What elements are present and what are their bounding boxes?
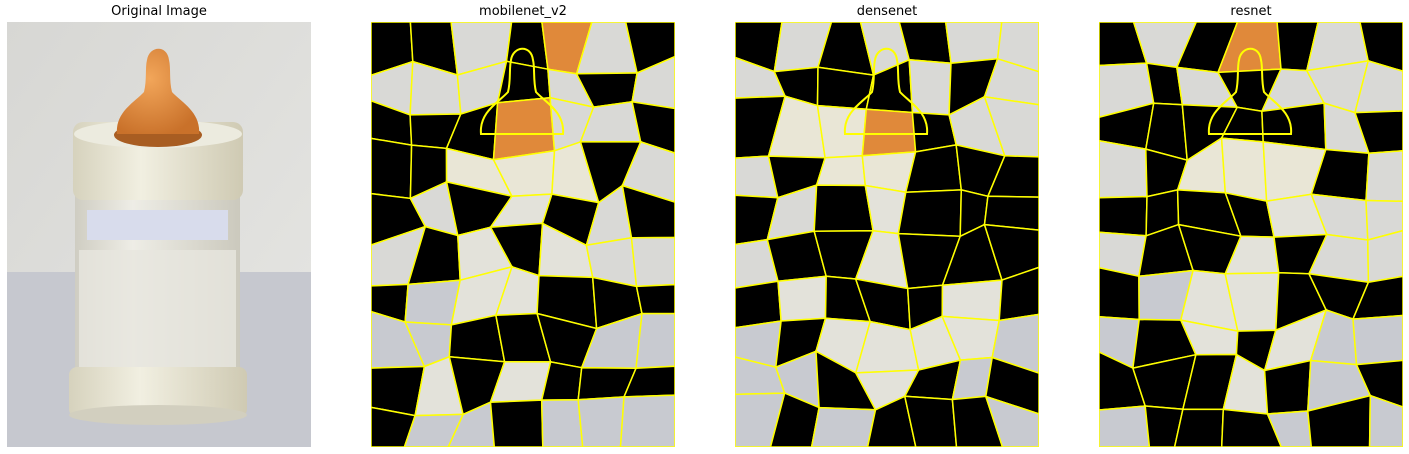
visible-superpixel — [631, 55, 675, 110]
visible-superpixel — [861, 108, 917, 157]
masked-superpixel — [816, 66, 875, 110]
masked-superpixel — [1173, 408, 1225, 447]
segmentation-image-densenet — [735, 22, 1039, 447]
masked-superpixel — [735, 280, 782, 329]
masked-superpixel — [496, 60, 551, 104]
masked-superpixel — [1351, 275, 1403, 320]
visible-superpixel — [619, 394, 675, 447]
masked-superpixel — [1263, 359, 1312, 415]
masked-superpixel — [1355, 359, 1403, 408]
visible-superpixel — [996, 22, 1039, 73]
visible-superpixel — [1099, 405, 1151, 447]
panel-title: densenet — [856, 4, 918, 19]
masked-superpixel — [371, 406, 417, 447]
visible-superpixel — [447, 401, 496, 447]
panel-title: Original Image — [111, 4, 207, 19]
panel-mobilenet-v2: mobilenet_v2 — [371, 0, 675, 454]
masked-superpixel — [624, 22, 675, 75]
masked-superpixel — [1353, 110, 1403, 154]
visible-superpixel — [815, 154, 867, 187]
masked-superpixel — [998, 266, 1039, 322]
superpixel-mask — [735, 22, 1039, 447]
masked-superpixel — [1144, 405, 1184, 447]
masked-superpixel — [813, 184, 874, 232]
masked-superpixel — [1220, 408, 1283, 447]
masked-superpixel — [1359, 22, 1403, 72]
visible-superpixel — [1368, 394, 1403, 447]
nipple-boundary — [843, 47, 929, 135]
visible-superpixel — [984, 395, 1039, 447]
superpixel-mask — [1099, 22, 1403, 447]
visible-superpixel — [1367, 229, 1403, 284]
visible-superpixel — [1365, 150, 1403, 203]
masked-superpixel — [622, 365, 675, 398]
visible-superpixel — [577, 396, 625, 447]
masked-superpixel — [983, 223, 1039, 282]
visible-superpixel — [1099, 140, 1148, 199]
masked-superpixel — [1099, 195, 1148, 237]
visible-superpixel — [810, 406, 877, 447]
visible-superpixel — [1352, 314, 1403, 366]
visible-superpixel — [991, 313, 1039, 374]
baby-bottle-photo — [7, 22, 311, 447]
visible-superpixel — [403, 413, 465, 447]
masked-superpixel — [1306, 394, 1372, 447]
nipple-boundary — [1207, 47, 1293, 135]
masked-superpixel — [769, 392, 820, 447]
masked-superpixel — [866, 395, 917, 447]
visible-superpixel — [816, 104, 868, 159]
visible-superpixel — [635, 312, 675, 370]
masked-superpixel — [371, 137, 413, 200]
visible-superpixel — [540, 398, 584, 447]
visible-superpixel — [1354, 59, 1403, 114]
masked-superpixel — [984, 356, 1039, 415]
visible-superpixel — [983, 95, 1039, 158]
visible-superpixel — [621, 140, 675, 203]
original-image — [7, 22, 311, 447]
panel-original: Original Image — [7, 0, 311, 454]
panel-resnet: resnet — [1099, 0, 1403, 454]
visible-superpixel — [630, 236, 675, 288]
visible-superpixel — [1365, 199, 1403, 241]
masked-superpixel — [897, 189, 963, 238]
masked-superpixel — [951, 395, 1004, 447]
panel-title: resnet — [1230, 4, 1272, 19]
visible-superpixel — [983, 57, 1039, 106]
panel-densenet: densenet — [735, 0, 1039, 454]
visible-superpixel — [1220, 137, 1268, 203]
masked-superpixel — [903, 395, 958, 447]
visible-superpixel — [941, 279, 1003, 322]
masked-superpixel — [635, 283, 675, 315]
masked-superpixel — [1099, 266, 1140, 321]
visible-superpixel — [944, 22, 1003, 65]
masked-superpixel — [621, 184, 675, 239]
masked-superpixel — [631, 100, 675, 154]
visible-superpixel — [777, 275, 827, 322]
masked-superpixel — [489, 399, 544, 447]
segmentation-image-mobilenet-v2 — [371, 22, 675, 447]
masked-superpixel — [983, 195, 1039, 231]
superpixel-mask — [371, 22, 675, 447]
visible-superpixel — [492, 96, 556, 161]
masked-superpixel — [986, 155, 1039, 198]
panel-title: mobilenet_v2 — [479, 4, 567, 19]
segmentation-image-resnet — [1099, 22, 1403, 447]
visible-superpixel — [735, 392, 786, 447]
visible-superpixel — [1266, 410, 1313, 447]
visible-superpixel — [404, 279, 462, 326]
nipple-boundary — [479, 47, 565, 135]
